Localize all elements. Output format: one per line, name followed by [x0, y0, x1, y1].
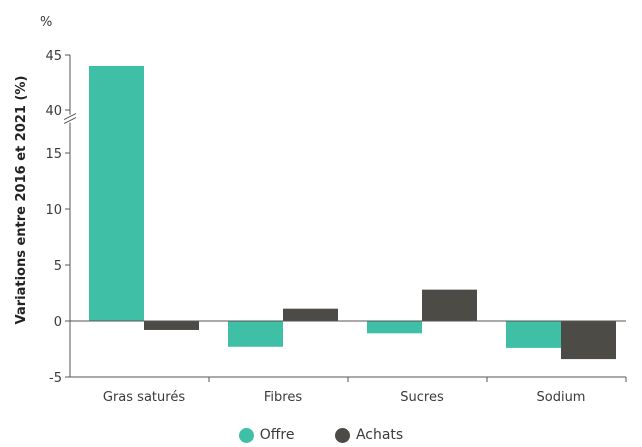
y-tick-label: 45 [45, 49, 62, 64]
legend-label-offre: Offre [259, 427, 295, 443]
x-axis-labels: Gras saturés Fibres Sucres Sodium [103, 390, 586, 405]
legend-swatch-offre [238, 427, 254, 443]
y-tick-label: 0 [54, 315, 62, 330]
x-tick-label: Sodium [537, 390, 586, 405]
axis-break-mark [63, 117, 77, 125]
y-tick-label: 5 [54, 259, 62, 274]
axis-break-mark [63, 113, 77, 121]
legend-label-achats: Achats [355, 427, 404, 443]
bar-achats-1 [283, 308, 338, 321]
x-tick-label: Sucres [400, 390, 444, 405]
legend-item-achats: Achats [334, 427, 404, 443]
x-tick-label: Gras saturés [103, 390, 185, 405]
bar-offre-0 [89, 66, 144, 321]
y-tick-label: 15 [45, 147, 62, 162]
bar-achats-0 [144, 321, 199, 330]
bar-offre-1 [228, 321, 283, 347]
y-axis-label: Variations entre 2016 et 2021 (%) [14, 76, 29, 325]
bar-achats-2 [422, 289, 477, 321]
y-tick-label: -5 [49, 371, 62, 386]
y-unit-label: % [40, 15, 52, 30]
bar-achats-3 [561, 321, 616, 360]
legend-item-offre: Offre [238, 427, 295, 443]
y-tick-label: 40 [45, 104, 62, 119]
bar-offre-2 [367, 321, 422, 334]
x-tick-label: Fibres [264, 390, 302, 405]
y-axis-ticks: -5 0 5 10 15 40 45 [45, 49, 70, 386]
axes [63, 55, 627, 382]
legend-swatch-achats [334, 427, 350, 443]
y-tick-label: 10 [45, 203, 62, 218]
axis-break-gap [64, 114, 76, 123]
bars [89, 66, 616, 360]
legend: Offre Achats [0, 427, 642, 447]
bar-offre-3 [506, 321, 561, 348]
